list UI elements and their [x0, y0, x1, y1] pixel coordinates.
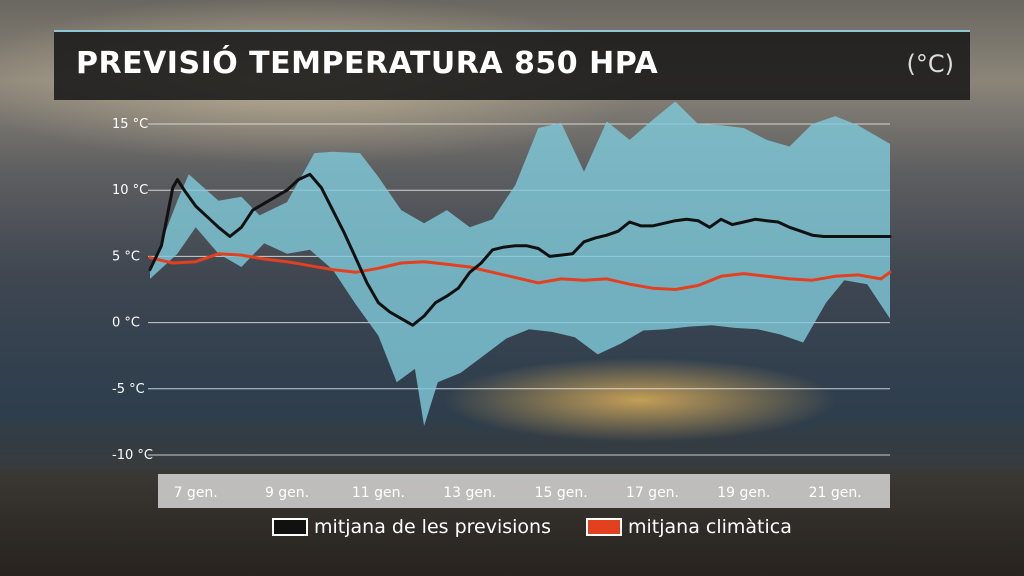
- series-line-forecast: [148, 172, 892, 327]
- legend-swatch-forecast: [272, 518, 308, 536]
- x-tick-label-4: 15 gen.: [535, 485, 588, 501]
- x-tick-label-1: 9 gen.: [265, 485, 309, 501]
- forecast-range-band: [150, 101, 890, 426]
- x-tick-label-3: 13 gen.: [443, 485, 496, 501]
- y-tick-label-3: 0 °C: [112, 316, 140, 331]
- x-tick-labels: 7 gen. 9 gen. 11 gen. 13 gen. 15 gen. 17 gen.…: [174, 485, 862, 501]
- x-tick-label-0: 7 gen.: [174, 485, 218, 501]
- y-tick-label-1: 10 °C: [112, 183, 148, 198]
- y-tick-label-2: 5 °C: [112, 249, 140, 264]
- title-bar: PREVISIÓ TEMPERATURA 850 HPA (°C): [54, 30, 970, 100]
- y-tick-labels: 15 °C 10 °C 5 °C 0 °C -5 °C -10 °C: [112, 117, 153, 463]
- x-axis-bar: [158, 474, 890, 508]
- y-tick-label-5: -10 °C: [112, 448, 153, 463]
- x-tick-label-7: 21 gen.: [809, 485, 862, 501]
- band-layer: [150, 101, 890, 426]
- legend-item-forecast: mitjana de les previsions: [272, 512, 551, 542]
- x-tick-label-6: 19 gen.: [717, 485, 770, 501]
- series-line-climate: [148, 252, 892, 291]
- y-tick-label-0: 15 °C: [112, 117, 148, 132]
- line-layer: [148, 172, 892, 327]
- legend-label-forecast: mitjana de les previsions: [314, 516, 551, 538]
- unit-label: (°C): [906, 50, 954, 78]
- legend-swatch-climate: [586, 518, 622, 536]
- legend-item-climate: mitjana climàtica: [586, 512, 792, 542]
- x-tick-label-5: 17 gen.: [626, 485, 679, 501]
- chart-title: PREVISIÓ TEMPERATURA 850 HPA: [76, 46, 659, 81]
- x-tick-label-2: 11 gen.: [352, 485, 405, 501]
- y-tick-label-4: -5 °C: [112, 382, 145, 397]
- legend-label-climate: mitjana climàtica: [628, 516, 792, 538]
- legend: mitjana de les previsions mitjana climàt…: [0, 512, 1024, 542]
